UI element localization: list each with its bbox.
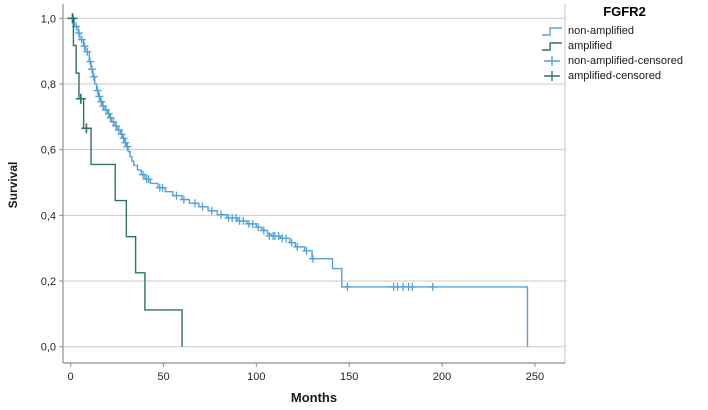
legend-row-non-amplified-censored: non-amplified-censored xyxy=(541,53,708,68)
legend-row-amplified: amplified xyxy=(541,38,708,53)
plus-glyph-icon xyxy=(544,55,560,66)
survival-curve-non-amplified xyxy=(70,17,529,347)
legend-title: FGFR2 xyxy=(603,4,646,19)
legend-row-amplified-censored: amplified-censored xyxy=(541,68,708,83)
x-axis-title: Months xyxy=(290,390,338,405)
legend-label: non-amplified-censored xyxy=(568,54,683,67)
legend: FGFR2 non-amplified amplified non-amplif… xyxy=(541,4,708,83)
x-tick-label: 150 xyxy=(340,371,358,383)
plus-glyph-icon xyxy=(544,70,560,81)
legend-label: amplified xyxy=(568,39,613,52)
censor-marks-amplified xyxy=(67,13,92,134)
y-axis-title: Survival xyxy=(6,161,20,209)
x-tick-label: 50 xyxy=(157,371,169,383)
y-tick-label: 0,2 xyxy=(41,276,56,288)
step-glyph-icon xyxy=(542,26,562,36)
y-tick-label: 0,6 xyxy=(41,145,56,157)
x-tick-label: 0 xyxy=(68,371,74,383)
y-tick-label: 0,0 xyxy=(41,342,56,354)
step-glyph-icon xyxy=(542,41,562,51)
y-tick-label: 0,4 xyxy=(41,210,56,222)
x-tick-label: 250 xyxy=(526,371,544,383)
survival-curve-amplified xyxy=(70,17,183,347)
y-tick-label: 0,8 xyxy=(41,79,56,91)
legend-label: non-amplified xyxy=(568,24,635,37)
x-tick-label: 200 xyxy=(433,371,451,383)
legend-label: amplified-censored xyxy=(568,69,661,82)
y-tick-label: 1,0 xyxy=(41,13,56,25)
censor-marks-non-amplified xyxy=(69,14,437,291)
x-tick-label: 100 xyxy=(247,371,265,383)
legend-row-non-amplified: non-amplified xyxy=(541,23,708,38)
